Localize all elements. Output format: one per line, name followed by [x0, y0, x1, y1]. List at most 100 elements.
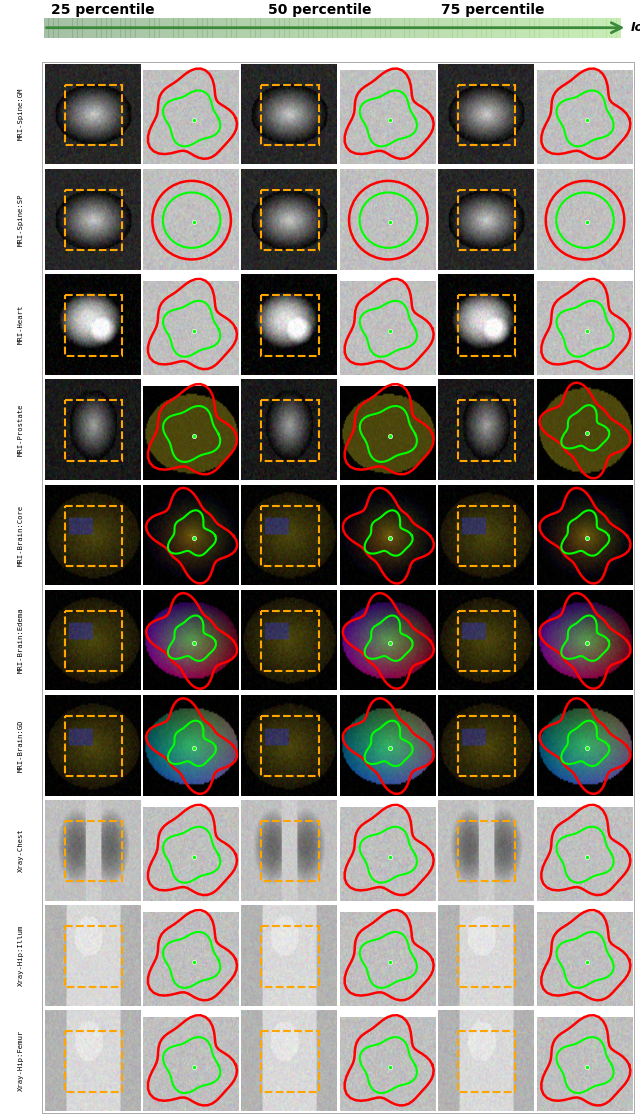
Bar — [433, 18, 438, 38]
Bar — [149, 18, 155, 38]
Text: 75 percentile: 75 percentile — [441, 3, 545, 17]
Bar — [419, 18, 424, 38]
Bar — [558, 18, 564, 38]
Bar — [399, 18, 405, 38]
Text: IoU:0.446: IoU:0.446 — [369, 471, 406, 480]
Bar — [260, 18, 266, 38]
Bar — [409, 18, 415, 38]
Bar — [486, 18, 492, 38]
Bar — [554, 18, 559, 38]
Bar — [361, 18, 367, 38]
Bar — [130, 18, 136, 38]
Bar — [529, 18, 535, 38]
Text: IoU:0.367: IoU:0.367 — [173, 366, 209, 375]
Bar — [385, 18, 390, 38]
Text: 25 percentile: 25 percentile — [51, 3, 154, 17]
Bar — [221, 18, 227, 38]
Bar — [231, 18, 237, 38]
Text: MRI-Brain:Edema: MRI-Brain:Edema — [18, 608, 24, 673]
Bar — [506, 18, 511, 38]
Text: IoU:0.959: IoU:0.959 — [566, 997, 603, 1006]
Bar — [154, 18, 159, 38]
Bar — [472, 18, 477, 38]
Bar — [515, 18, 520, 38]
Bar — [568, 18, 573, 38]
Bar — [616, 18, 621, 38]
Bar — [582, 18, 588, 38]
Bar — [356, 18, 362, 38]
Text: MRI-Spine:GM: MRI-Spine:GM — [18, 88, 24, 140]
Bar — [467, 18, 472, 38]
Bar — [476, 18, 482, 38]
Bar — [424, 18, 429, 38]
Bar — [563, 18, 568, 38]
Text: IoU:0.730: IoU:0.730 — [369, 1102, 406, 1111]
Bar — [443, 18, 448, 38]
Text: IoU:0.807: IoU:0.807 — [173, 997, 209, 1006]
Bar — [611, 18, 616, 38]
Bar — [68, 18, 73, 38]
Text: MRI-Heart: MRI-Heart — [18, 304, 24, 345]
Bar — [395, 18, 400, 38]
Text: IoU:0.035: IoU:0.035 — [173, 576, 209, 585]
Bar — [217, 18, 222, 38]
Text: IoU:0.052: IoU:0.052 — [173, 156, 209, 164]
Bar — [317, 18, 323, 38]
Text: IoU:0.256: IoU:0.256 — [173, 471, 209, 480]
Bar — [577, 18, 583, 38]
Text: 50 percentile: 50 percentile — [268, 3, 372, 17]
Bar — [313, 18, 318, 38]
Bar — [202, 18, 208, 38]
Text: IoU:0.183: IoU:0.183 — [369, 681, 406, 690]
Bar — [457, 18, 463, 38]
Bar — [164, 18, 169, 38]
Text: IoU:0.956: IoU:0.956 — [566, 261, 603, 270]
Bar — [371, 18, 376, 38]
Text: IoU:0.454: IoU:0.454 — [173, 892, 209, 901]
Text: IoU:0.487: IoU:0.487 — [369, 892, 406, 901]
Text: IoU:0.438: IoU:0.438 — [566, 576, 603, 585]
Bar — [491, 18, 497, 38]
Bar — [447, 18, 453, 38]
Bar — [462, 18, 467, 38]
Bar — [241, 18, 246, 38]
Text: IoU:0.887: IoU:0.887 — [369, 261, 406, 270]
Bar — [327, 18, 333, 38]
Bar — [414, 18, 419, 38]
Bar — [250, 18, 256, 38]
Bar — [390, 18, 396, 38]
Text: Xray-Hip:Illum: Xray-Hip:Illum — [18, 925, 24, 986]
Text: IoU:0.106: IoU:0.106 — [173, 787, 209, 796]
Text: IoU:0.803: IoU:0.803 — [566, 1102, 603, 1111]
Text: IoU:0.919: IoU:0.919 — [369, 997, 406, 1006]
Bar — [284, 18, 289, 38]
Bar — [97, 18, 102, 38]
Text: IoU:0.361: IoU:0.361 — [369, 787, 406, 796]
Bar — [520, 18, 525, 38]
Text: MRI-Brain:GD: MRI-Brain:GD — [18, 720, 24, 771]
Bar — [606, 18, 612, 38]
Bar — [101, 18, 107, 38]
Text: IoU:0.415: IoU:0.415 — [566, 681, 603, 690]
Text: IoU:0.072: IoU:0.072 — [173, 681, 209, 690]
Bar — [481, 18, 487, 38]
Bar — [351, 18, 357, 38]
Bar — [404, 18, 410, 38]
Bar — [159, 18, 164, 38]
Bar — [534, 18, 540, 38]
Bar — [207, 18, 212, 38]
Text: IoU:0.704: IoU:0.704 — [566, 471, 603, 480]
Text: MRI-Spine:SP: MRI-Spine:SP — [18, 194, 24, 245]
Bar — [342, 18, 348, 38]
Text: MRI-Prostate: MRI-Prostate — [18, 404, 24, 455]
Bar — [183, 18, 188, 38]
Bar — [380, 18, 386, 38]
Bar — [236, 18, 241, 38]
Bar — [548, 18, 554, 38]
Bar — [255, 18, 260, 38]
Bar — [140, 18, 145, 38]
Bar — [323, 18, 328, 38]
Bar — [294, 18, 299, 38]
Bar — [525, 18, 530, 38]
Bar — [539, 18, 545, 38]
